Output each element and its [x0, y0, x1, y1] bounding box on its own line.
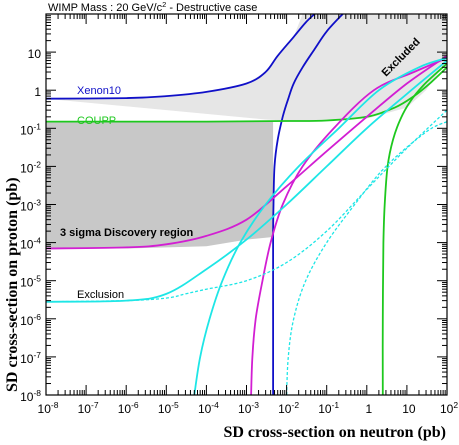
axis-ticks — [45, 13, 448, 396]
y-tick-label: 10-5 — [20, 274, 41, 290]
xenon10-label: Xenon10 — [77, 85, 121, 97]
series-line-3 — [381, 62, 447, 395]
x-tick-label: 1 — [365, 402, 372, 416]
y-axis-label: SD cross-section on proton (pb) — [4, 177, 21, 392]
x-tick-label: 10-1 — [318, 400, 339, 416]
x-tick-label: 10-7 — [78, 400, 99, 416]
series-line-2 — [46, 66, 447, 123]
series-group — [46, 14, 447, 395]
series-line-9 — [285, 121, 447, 395]
exclusion-label: Exclusion — [77, 289, 124, 301]
y-tick-label: 10-8 — [20, 388, 41, 404]
y-tick-label: 10-4 — [20, 236, 41, 252]
y-tick-label: 10-7 — [20, 350, 41, 366]
series-line-5 — [250, 57, 447, 395]
series-line-8 — [46, 109, 447, 303]
discovery-region-label: 3 sigma Discovery region — [60, 227, 194, 239]
series-line-0 — [46, 14, 316, 100]
y-tick-label: 10 — [28, 47, 42, 61]
plot-area — [46, 14, 447, 395]
y-tick-label: 10-2 — [20, 159, 41, 175]
x-tick-label: 102 — [440, 400, 458, 416]
x-tick-label: 10-3 — [238, 400, 259, 416]
y-tick-label: 10-6 — [20, 312, 41, 328]
coupp-label: COUPP — [77, 115, 116, 127]
region-discovery — [46, 121, 274, 249]
x-tick-label: 10-2 — [278, 400, 299, 416]
axis-tick-labels: 10-8 10-7 10-6 10-5 10-4 10-3 10-2 10-1 1 10 102 10… — [20, 47, 458, 416]
region-excluded — [46, 14, 447, 121]
y-tick-label: 10-3 — [20, 198, 41, 214]
x-tick-label: 10-6 — [118, 400, 139, 416]
x-tick-label: 10 — [402, 402, 416, 416]
x-tick-label: 10-5 — [158, 400, 179, 416]
x-tick-label: 10-8 — [38, 400, 59, 416]
series-line-6 — [46, 59, 447, 303]
y-tick-label: 1 — [34, 85, 41, 99]
x-axis-label: SD cross-section on neutron (pb) — [223, 424, 446, 441]
regions — [46, 14, 447, 249]
series-line-1 — [272, 14, 344, 395]
chart-title: WIMP Mass : 20 GeV/c2 - Destructive case — [48, 0, 257, 14]
x-tick-label: 10-4 — [198, 400, 219, 416]
y-tick-label: 10-1 — [20, 121, 41, 137]
series-line-7 — [193, 57, 447, 395]
